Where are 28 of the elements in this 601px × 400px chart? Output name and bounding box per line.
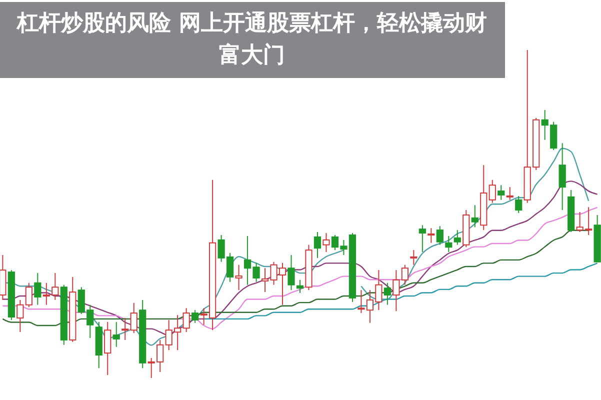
candlestick bbox=[384, 282, 392, 306]
candlestick bbox=[445, 235, 452, 253]
candlestick bbox=[418, 224, 426, 253]
candlestick bbox=[182, 308, 190, 333]
candlestick bbox=[471, 204, 478, 228]
candlestick bbox=[104, 321, 112, 376]
candlestick bbox=[122, 317, 129, 340]
candlestick bbox=[428, 228, 435, 244]
candlestick bbox=[25, 282, 32, 308]
candlestick bbox=[515, 195, 522, 214]
candlestick bbox=[34, 272, 42, 306]
candlestick bbox=[558, 142, 566, 211]
candlestick bbox=[488, 179, 496, 204]
candlestick bbox=[506, 186, 514, 200]
candlestick bbox=[288, 254, 295, 291]
candlestick bbox=[296, 279, 304, 294]
candlestick bbox=[454, 230, 461, 246]
candlestick bbox=[235, 264, 242, 291]
candlestick bbox=[498, 184, 505, 200]
candlestick bbox=[436, 226, 444, 246]
chart-title: 杠杆炒股的风险 网上开通股票杠杆，轻松撬动财富大门 bbox=[16, 11, 487, 68]
candlestick bbox=[410, 250, 418, 266]
candlestick bbox=[192, 310, 199, 324]
candlestick bbox=[112, 321, 120, 348]
candlestick bbox=[130, 302, 138, 334]
candlestick bbox=[314, 232, 322, 258]
candlestick bbox=[322, 232, 330, 253]
candlestick bbox=[16, 299, 24, 333]
